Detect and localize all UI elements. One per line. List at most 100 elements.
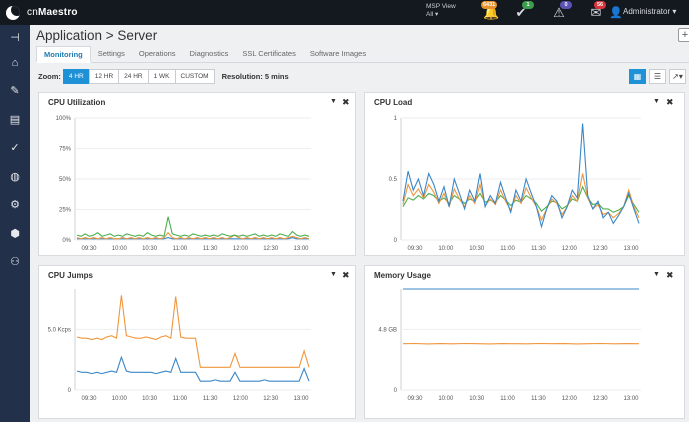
app-logo[interactable]: cnMaestro	[0, 5, 200, 20]
close-icon[interactable]: ✖	[342, 97, 350, 107]
tab-ssl-certificates[interactable]: SSL Certificates	[242, 49, 296, 58]
cpu-load-chart: 1 0.5 0 09:30 10:00 10:30 11:00 11:30 12:00 12:30…	[389, 116, 641, 252]
zoom-4hr-button[interactable]: 4 HR	[62, 69, 90, 84]
x-tick-label: 12:30	[593, 246, 609, 252]
x-tick-label: 09:30	[407, 396, 423, 402]
grid-view-icon[interactable]: ▦	[629, 69, 646, 84]
x-tick-label: 10:00	[112, 246, 128, 252]
zoom-label: Zoom:	[38, 72, 61, 81]
x-tick-label: 12:30	[593, 396, 609, 402]
tab-bar: Monitoring Settings Operations Diagnosti…	[36, 46, 689, 63]
add-button[interactable]: +	[678, 28, 689, 42]
close-icon[interactable]: ✖	[666, 97, 674, 107]
zoom-toolbar: Zoom: 4 HR 12 HR 24 HR 1 WK CUSTOM Resol…	[38, 69, 688, 84]
home-icon[interactable]: ⌂	[11, 57, 19, 69]
x-tick-label: 12:30	[263, 396, 279, 402]
x-tick-label: 10:00	[112, 396, 128, 402]
cpu-load-panel: CPU Load ▼ ✖ 1 0.5 0 09:30 10:00 10:30 11:00 11…	[364, 92, 685, 256]
close-icon[interactable]: ✖	[342, 270, 350, 280]
x-tick-label: 12:00	[233, 396, 249, 402]
sidebar: ⊣ ⌂ ✎ ▤ ✓ ◍ ⚙ ⬢ ⚇	[0, 25, 30, 422]
zoom-custom-button[interactable]: CUSTOM	[174, 69, 215, 84]
tab-operations[interactable]: Operations	[138, 49, 176, 58]
tab-settings[interactable]: Settings	[97, 49, 125, 58]
panel-title: CPU Utilization	[48, 98, 106, 107]
x-tick-label: 09:30	[407, 246, 423, 252]
x-tick-label: 10:30	[469, 246, 485, 252]
globe-icon[interactable]: ◍	[10, 171, 20, 183]
alerts-count-badge: 0	[560, 1, 572, 9]
series-line	[402, 173, 640, 222]
cpu-jumps-panel: CPU Jumps ▼ ✖ 5.0 Kcps 0 09:30 10:00 10:30 11…	[38, 265, 356, 419]
y-tick-label: 5.0 Kcps	[48, 327, 71, 333]
collapse-caret-icon[interactable]: ▼	[653, 271, 660, 278]
check-circle-icon[interactable]: ✔	[515, 5, 527, 20]
cubes-icon[interactable]: ⬢	[10, 228, 20, 240]
chart-options-icon[interactable]: ↗▾	[669, 69, 686, 84]
x-tick-label: 11:00	[173, 246, 188, 252]
x-tick-label: 11:30	[203, 396, 218, 402]
memory-usage-chart: 4.8 GB 0 09:30 10:00 10:30 11:00 11:30 12:00 12:…	[378, 288, 641, 402]
main-content: Application > Server + Monitoring Settin…	[30, 25, 689, 422]
user-menu[interactable]: Administrator ▾	[623, 7, 677, 16]
series-line	[76, 231, 310, 240]
memory-usage-panel: Memory Usage ▼ ✖ 4.8 GB 0 09:30 10:00 10:30 1…	[364, 265, 685, 419]
x-tick-label: 11:30	[203, 246, 218, 252]
panel-title: CPU Load	[374, 98, 413, 107]
x-tick-label: 12:30	[263, 246, 279, 252]
x-tick-label: 10:00	[438, 246, 454, 252]
series-line	[76, 295, 310, 368]
x-tick-label: 11:00	[173, 396, 188, 402]
tab-monitoring[interactable]: Monitoring	[36, 46, 91, 63]
events-count-badge: 1	[522, 1, 534, 9]
x-tick-label: 09:30	[81, 246, 97, 252]
y-tick-label: 25%	[59, 208, 72, 214]
users-icon[interactable]: ⚇	[10, 256, 20, 268]
tab-diagnostics[interactable]: Diagnostics	[189, 49, 229, 58]
x-tick-label: 10:30	[142, 246, 158, 252]
cambium-logo-icon	[6, 5, 20, 20]
gear-icon[interactable]: ⚙	[10, 199, 20, 211]
y-tick-label: 4.8 GB	[378, 327, 397, 333]
close-icon[interactable]: ✖	[666, 270, 674, 280]
document-icon[interactable]: ▤	[9, 114, 21, 126]
collapse-caret-icon[interactable]: ▼	[330, 271, 337, 278]
series-line	[76, 355, 310, 382]
top-bar: cnMaestro MSP View All ▾ 🔔 6431 ✔ 1 ⚠ 0 …	[0, 0, 689, 25]
user-icon[interactable]: 👤	[609, 7, 623, 19]
y-tick-label: 1	[394, 116, 398, 122]
x-tick-label: 13:00	[623, 396, 639, 402]
x-tick-label: 11:00	[500, 396, 515, 402]
x-tick-label: 13:00	[623, 246, 639, 252]
zoom-24hr-button[interactable]: 24 HR	[118, 69, 149, 84]
view-toggle: ▦ ☰ ↗▾	[626, 69, 686, 84]
alert-circle-icon[interactable]: ⚠	[553, 5, 565, 20]
zoom-12hr-button[interactable]: 12 HR	[88, 69, 120, 84]
wrench-icon[interactable]: ✎	[10, 85, 20, 97]
y-tick-label: 0	[394, 388, 398, 394]
inbox-icon[interactable]: ✉	[590, 5, 602, 20]
inbox-count-badge: 56	[594, 1, 606, 9]
collapse-caret-icon[interactable]: ▼	[330, 98, 337, 105]
msp-view-label: MSP View	[426, 3, 456, 10]
msp-view-selector[interactable]: MSP View All ▾	[426, 3, 456, 19]
pin-icon[interactable]: ⊣	[10, 32, 20, 44]
clipboard-check-icon[interactable]: ✓	[10, 142, 20, 154]
collapse-caret-icon[interactable]: ▼	[653, 98, 660, 105]
cpu-utilization-panel: CPU Utilization ▼ ✖ 100% 75% 50% 25% 0% 09:30…	[38, 92, 356, 256]
page-title: Application > Server	[36, 28, 158, 43]
x-tick-label: 11:30	[531, 396, 546, 402]
x-tick-label: 10:30	[142, 396, 158, 402]
series-line	[76, 216, 310, 237]
x-tick-label: 09:30	[81, 396, 97, 402]
brand-name: cnMaestro	[27, 7, 78, 18]
tab-software-images[interactable]: Software Images	[309, 49, 367, 58]
x-tick-label: 11:00	[500, 246, 515, 252]
zoom-1wk-button[interactable]: 1 WK	[147, 69, 176, 84]
list-view-icon[interactable]: ☰	[649, 69, 666, 84]
x-tick-label: 13:00	[293, 246, 309, 252]
msp-view-value: All ▾	[426, 11, 439, 18]
x-tick-label: 11:30	[531, 246, 546, 252]
y-tick-label: 0.5	[389, 177, 398, 183]
y-tick-label: 75%	[59, 147, 72, 153]
